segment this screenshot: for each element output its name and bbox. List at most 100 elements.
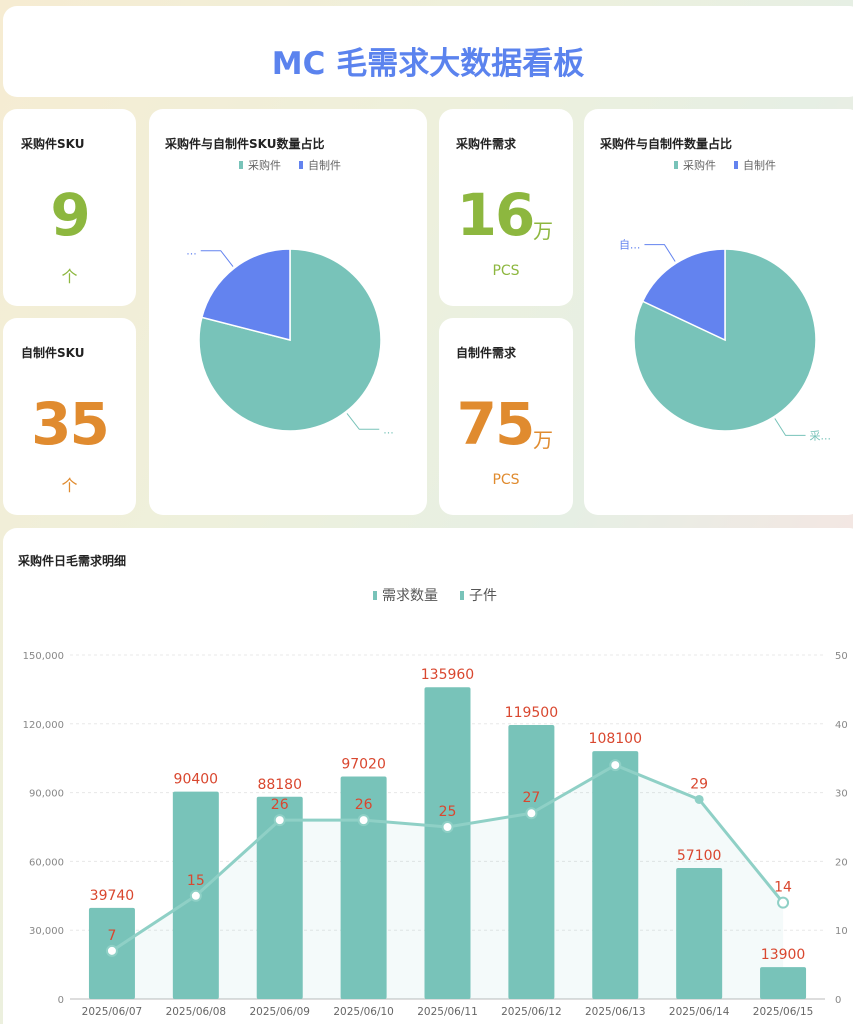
pie-label: 采... (810, 429, 832, 442)
x-tick-label: 2025/06/10 (333, 1006, 394, 1018)
bar-value-label: 90400 (174, 772, 219, 788)
y-left-tick-label: 150,000 (23, 651, 64, 662)
bar-value-label: 119500 (505, 705, 558, 721)
x-tick-label: 2025/06/14 (669, 1006, 730, 1018)
legend-label: 自制件 (308, 159, 341, 172)
pie-chart-sku-ratio: 采购件 自制件...... (186, 158, 394, 436)
line-point (273, 814, 286, 827)
bar-value-label: 13900 (761, 947, 806, 963)
pie-card-sku-ratio: 采购件与自制件SKU数量占比 采购件 自制件...... (149, 109, 427, 515)
kpi-value: 35 (31, 390, 110, 458)
kpi-value: 75 (456, 390, 536, 458)
line-point (525, 807, 538, 820)
line-point (189, 889, 202, 902)
kpi-value: 16 (456, 181, 536, 249)
line-value-label: 25 (439, 804, 457, 820)
bar-value-label: 57100 (677, 848, 722, 864)
pie-slice (200, 248, 291, 341)
line-value-label: 14 (774, 880, 792, 896)
y-right-tick-label: 10 (835, 926, 848, 937)
kpi-unit: PCS (492, 472, 520, 488)
bar (508, 724, 555, 999)
kpi-value: 9 (50, 181, 90, 249)
y-left-tick-label: 120,000 (23, 720, 64, 731)
bar-value-label: 135960 (421, 667, 474, 683)
pie-label: ... (186, 245, 197, 258)
line-value-label: 29 (690, 776, 708, 792)
y-left-tick-label: 60,000 (29, 857, 64, 868)
pie-label: ... (383, 423, 394, 436)
y-right-tick-label: 40 (835, 720, 848, 731)
kpi-unit: 个 (61, 267, 78, 286)
bar-card-daily-demand: 采购件日毛需求明细 需求数量 子件 0 30,000 60,000 90,000 120,0… (3, 528, 853, 1024)
bar-value-label: 39740 (90, 888, 135, 904)
chart-title: 采购件与自制件SKU数量占比 (165, 137, 325, 151)
x-tick-label: 2025/06/15 (753, 1006, 814, 1018)
kpi-title: 采购件需求 (456, 137, 517, 151)
x-tick-label: 2025/06/11 (417, 1006, 478, 1018)
kpi-title: 自制件SKU (21, 346, 85, 360)
kpi-card-purchased-sku: 采购件SKU 9 个 (3, 109, 136, 306)
bar-line-chart-daily-demand: 需求数量 子件 0 30,000 60,000 90,000 120,000 150,000 0… (23, 588, 848, 1018)
y-left-tick-label: 90,000 (29, 789, 64, 800)
bar (592, 751, 639, 999)
kpi-title: 自制件需求 (456, 346, 517, 360)
kpi-unit: 个 (61, 476, 78, 495)
kpi-title: 采购件SKU (21, 137, 85, 151)
legend-swatch (299, 161, 303, 169)
line-value-label: 27 (522, 790, 540, 806)
page-title: MC 毛需求大数据看板 (271, 46, 585, 82)
line-point (105, 944, 118, 957)
header-card: MC 毛需求大数据看板 (3, 6, 853, 97)
pie-label-line (644, 244, 676, 262)
bar (676, 868, 723, 999)
y-left-tick-label: 0 (58, 995, 64, 1006)
legend-label: 采购件 (683, 158, 716, 172)
line-point (777, 896, 790, 909)
legend-swatch (373, 591, 377, 600)
legend-swatch (239, 161, 243, 169)
chart-title: 采购件日毛需求明细 (18, 554, 127, 568)
x-tick-label: 2025/06/13 (585, 1006, 646, 1018)
x-tick-label: 2025/06/08 (166, 1006, 227, 1018)
pie-label-line (774, 418, 806, 436)
legend-label: 子件 (469, 588, 497, 604)
x-tick-label: 2025/06/07 (82, 1006, 143, 1018)
line-point (441, 821, 454, 833)
bar (760, 967, 807, 999)
y-left-tick-label: 30,000 (29, 926, 64, 937)
x-tick-label: 2025/06/09 (249, 1006, 310, 1018)
bar (340, 776, 387, 999)
kpi-wan-unit: 万 (533, 428, 553, 452)
legend-label: 需求数量 (382, 588, 438, 604)
line-point (694, 794, 704, 804)
pie-slice (641, 248, 726, 342)
y-right-tick-label: 50 (835, 651, 848, 662)
kpi-card-purchased-demand: 采购件需求 16 万 PCS (439, 109, 573, 306)
line-value-label: 7 (107, 928, 116, 944)
legend-label: 自制件 (743, 159, 776, 172)
bar-value-label: 88180 (257, 777, 302, 793)
chart-title: 采购件与自制件数量占比 (600, 137, 733, 151)
pie-card-quantity-ratio: 采购件与自制件数量占比 采购件 自制件 采... 自... (584, 109, 853, 515)
legend-swatch (734, 161, 738, 169)
kpi-card-self-made-sku: 自制件SKU 35 个 (3, 318, 136, 515)
y-right-tick-label: 30 (835, 789, 848, 800)
bar (256, 796, 303, 999)
legend-swatch (674, 161, 678, 169)
x-tick-label: 2025/06/12 (501, 1006, 562, 1018)
line-point (357, 814, 370, 827)
line-value-label: 26 (355, 797, 373, 813)
line-value-label: 26 (271, 797, 289, 813)
kpi-wan-unit: 万 (533, 219, 553, 243)
line-point (609, 759, 622, 772)
legend-label: 采购件 (248, 158, 281, 172)
bar-value-label: 108100 (589, 731, 642, 747)
line-value-label: 15 (187, 873, 205, 889)
kpi-card-self-made-demand: 自制件需求 75 万 PCS (439, 318, 573, 515)
y-right-tick-label: 20 (835, 857, 848, 868)
pie-label-line (200, 250, 234, 267)
pie-label-line (346, 413, 380, 430)
y-right-tick-label: 0 (835, 995, 841, 1006)
